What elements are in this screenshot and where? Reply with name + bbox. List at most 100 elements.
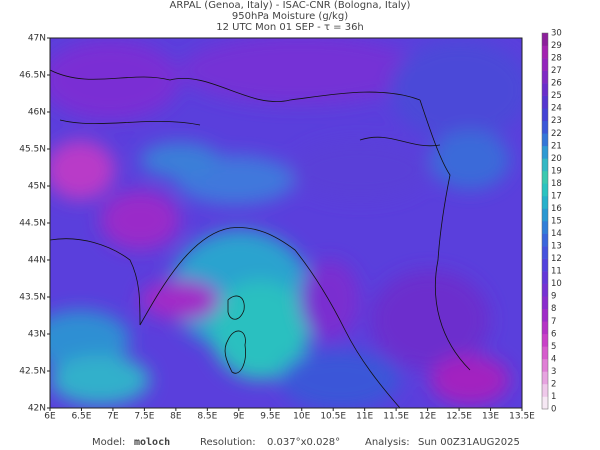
colorbar-cell <box>542 120 548 134</box>
lon-label: 13.5E <box>509 412 535 422</box>
lon-label: 7E <box>107 412 119 422</box>
lon-label: 13E <box>482 412 499 422</box>
header-line-1: ARPAL (Genoa, Italy) - ISAC-CNR (Bologna… <box>170 0 411 11</box>
lon-label: 8E <box>170 412 182 422</box>
colorbar-label: 11 <box>551 267 562 277</box>
colorbar-cell <box>542 371 548 385</box>
lat-label: 46.5N <box>19 71 46 81</box>
colorbar-cell <box>542 83 548 96</box>
lat-label: 42.5N <box>19 367 46 377</box>
header-line-3: 12 UTC Mon 01 SEP - τ = 36h <box>216 22 364 33</box>
colorbar-cell <box>542 283 548 297</box>
colorbar-cell <box>542 296 548 310</box>
lon-label: 9.5E <box>260 412 280 422</box>
colorbar-cell <box>542 221 548 234</box>
colorbar-label: 20 <box>551 154 562 164</box>
colorbar-cell <box>542 58 548 71</box>
colorbar-cell <box>542 233 548 247</box>
colorbar-label: 3 <box>551 367 556 377</box>
colorbar-label: 17 <box>551 191 562 201</box>
lon-label: 8.5E <box>197 412 217 422</box>
lon-label: 12E <box>419 412 436 422</box>
colorbar-cell <box>542 346 548 360</box>
lat-label: 44.5N <box>19 219 46 229</box>
colorbar-cell <box>542 358 548 372</box>
colorbar-cell <box>542 195 548 209</box>
lat-label: 45N <box>28 182 46 192</box>
colorbar-label: 10 <box>551 279 562 289</box>
colorbar-cell <box>542 95 548 109</box>
colorbar-label: 25 <box>551 91 562 101</box>
colorbar-label: 19 <box>551 166 562 176</box>
lat-label: 46N <box>28 108 46 118</box>
lat-label: 43N <box>28 330 46 340</box>
colorbar-label: 7 <box>551 317 556 327</box>
colorbar-cell <box>542 396 548 410</box>
lon-label: 10E <box>293 412 310 422</box>
colorbar-cell <box>542 133 548 147</box>
colorbar-cell <box>542 271 548 284</box>
colorbar-cell <box>542 70 548 84</box>
colorbar-cell <box>542 246 548 259</box>
colorbar-cell <box>542 321 548 335</box>
lon-label: 10.5E <box>320 412 346 422</box>
colorbar-cell <box>542 383 548 397</box>
colorbar-label: 15 <box>551 217 562 227</box>
colorbar-label: 13 <box>551 242 562 252</box>
lon-label: 6E <box>44 412 56 422</box>
colorbar-label: 30 <box>551 29 562 39</box>
colorbar-cell <box>542 33 548 46</box>
colorbar-frame <box>541 32 549 410</box>
colorbar-cell <box>542 258 548 272</box>
colorbar-cell <box>542 183 548 197</box>
resolution-value: 0.037°x0.028° <box>267 437 340 448</box>
header-line-2: 950hPa Moisture (g/kg) <box>232 11 348 22</box>
lon-label: 6.5E <box>71 412 91 422</box>
lon-label: 11.5E <box>383 412 409 422</box>
colorbar-label: 8 <box>551 304 556 314</box>
model-value: moloch <box>134 437 170 448</box>
moisture-field <box>50 38 522 408</box>
lon-label: 11E <box>356 412 373 422</box>
colorbar-label: 22 <box>551 129 562 139</box>
lon-label: 7.5E <box>134 412 154 422</box>
colorbar-cell <box>542 108 548 122</box>
colorbar-label: 26 <box>551 79 562 89</box>
colorbar-label: 9 <box>551 292 556 302</box>
lon-label: 12.5E <box>446 412 472 422</box>
colorbar-label: 12 <box>551 254 562 264</box>
colorbar-label: 24 <box>551 104 562 114</box>
colorbar-label: 28 <box>551 54 562 64</box>
lon-label: 9E <box>233 412 245 422</box>
lat-label: 42N <box>28 404 46 414</box>
model-label: Model: <box>92 437 125 448</box>
colorbar-cell <box>542 308 548 322</box>
colorbar-cell <box>542 45 548 59</box>
colorbar-label: 6 <box>551 329 556 339</box>
colorbar-label: 23 <box>551 116 562 126</box>
lat-label: 47N <box>28 34 46 44</box>
colorbar-label: 29 <box>551 41 562 51</box>
colorbar-label: 21 <box>551 141 562 151</box>
lat-label: 44N <box>28 256 46 266</box>
colorbar-cell <box>542 333 548 347</box>
resolution-label: Resolution: <box>200 437 256 448</box>
lat-label: 43.5N <box>19 293 46 303</box>
colorbar-label: 18 <box>551 179 562 189</box>
colorbar-label: 0 <box>551 405 556 415</box>
colorbar-label: 2 <box>551 379 556 389</box>
analysis-label: Analysis: <box>365 437 410 448</box>
lat-label: 45.5N <box>19 145 46 155</box>
analysis-value: Sun 00Z31AUG2025 <box>418 437 520 448</box>
colorbar-label: 14 <box>551 229 562 239</box>
colorbar-label: 1 <box>551 392 556 402</box>
colorbar-label: 16 <box>551 204 562 214</box>
colorbar-label: 27 <box>551 66 562 76</box>
colorbar-cell <box>542 158 548 172</box>
colorbar-cell <box>542 170 548 184</box>
colorbar-label: 4 <box>551 354 556 364</box>
colorbar-cell <box>542 145 548 159</box>
colorbar-cell <box>542 208 548 222</box>
